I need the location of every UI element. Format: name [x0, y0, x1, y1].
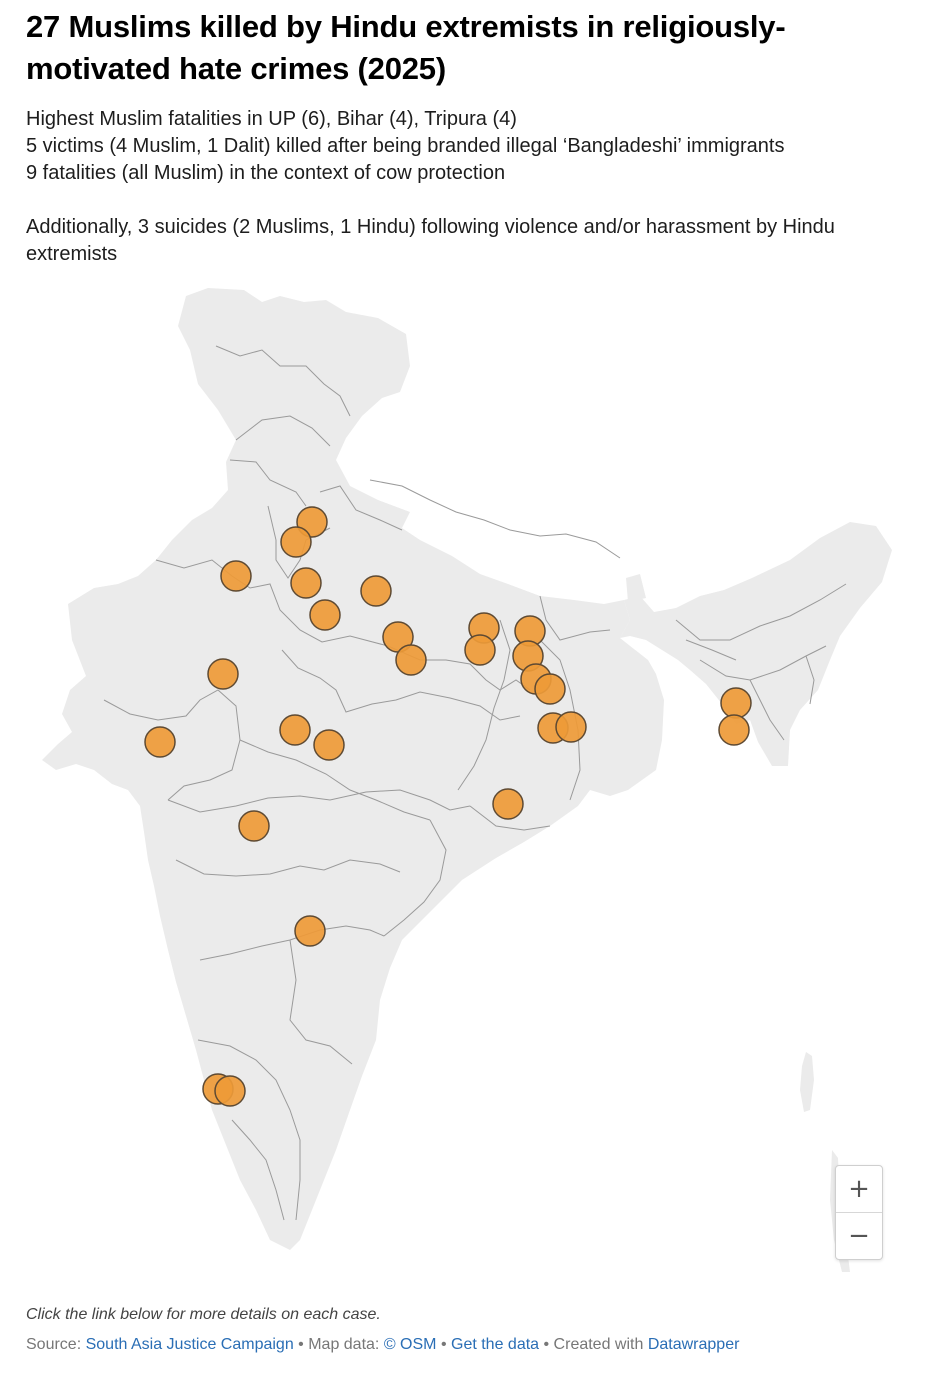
chart-note: Click the link below for more details on… — [26, 1306, 381, 1323]
zoom-in-button[interactable]: + — [848, 1174, 870, 1204]
map-marker[interactable] — [294, 915, 326, 947]
markers[interactable] — [144, 506, 752, 1107]
india-map[interactable] — [0, 280, 946, 1290]
zoom-out-button[interactable]: − — [836, 1212, 882, 1259]
map-marker[interactable] — [720, 687, 752, 719]
map-marker[interactable] — [718, 714, 750, 746]
map-marker[interactable] — [207, 658, 239, 690]
map-marker[interactable] — [360, 575, 392, 607]
chart-footer: Source: South Asia Justice Campaign • Ma… — [26, 1336, 739, 1354]
description-line: Additionally, 3 suicides (2 Muslims, 1 H… — [26, 216, 835, 265]
chart-title: 27 Muslims killed by Hindu extremists in… — [26, 9, 786, 86]
description-line: 5 victims (4 Muslim, 1 Dalit) killed aft… — [26, 135, 785, 157]
chart-description: Highest Muslim fatalities in UP (6), Bih… — [26, 106, 906, 268]
map-marker[interactable] — [279, 714, 311, 746]
map-marker[interactable] — [238, 810, 270, 842]
northeast-landmass — [620, 522, 892, 766]
description-line: Highest Muslim fatalities in UP (6), Bih… — [26, 108, 517, 130]
map-marker[interactable] — [220, 560, 252, 592]
map-marker[interactable] — [144, 726, 176, 758]
map-marker[interactable] — [492, 788, 524, 820]
osm-link[interactable]: © OSM — [383, 1336, 437, 1353]
nepal-gap — [626, 574, 646, 602]
footer-separator: • Map data: — [293, 1336, 384, 1353]
source-label: Source: — [26, 1336, 86, 1353]
map-marker[interactable] — [395, 644, 427, 676]
india-landmass — [42, 288, 664, 1250]
map-marker[interactable] — [464, 634, 496, 666]
datawrapper-link[interactable]: Datawrapper — [647, 1336, 740, 1353]
zoom-control: + − — [835, 1165, 883, 1260]
get-data-link[interactable]: Get the data — [451, 1336, 540, 1353]
footer-separator: • Created with — [539, 1336, 648, 1353]
map-marker[interactable] — [309, 599, 341, 631]
map-marker[interactable] — [290, 567, 322, 599]
map-marker[interactable] — [214, 1075, 246, 1107]
andaman-islands — [800, 1052, 814, 1112]
map-marker[interactable] — [534, 673, 566, 705]
map-marker[interactable] — [313, 729, 345, 761]
footer-separator: • — [436, 1336, 451, 1353]
description-line: 9 fatalities (all Muslim) in the context… — [26, 162, 506, 184]
map-marker[interactable] — [280, 526, 312, 558]
map-marker[interactable] — [555, 711, 587, 743]
source-link[interactable]: South Asia Justice Campaign — [85, 1336, 294, 1353]
